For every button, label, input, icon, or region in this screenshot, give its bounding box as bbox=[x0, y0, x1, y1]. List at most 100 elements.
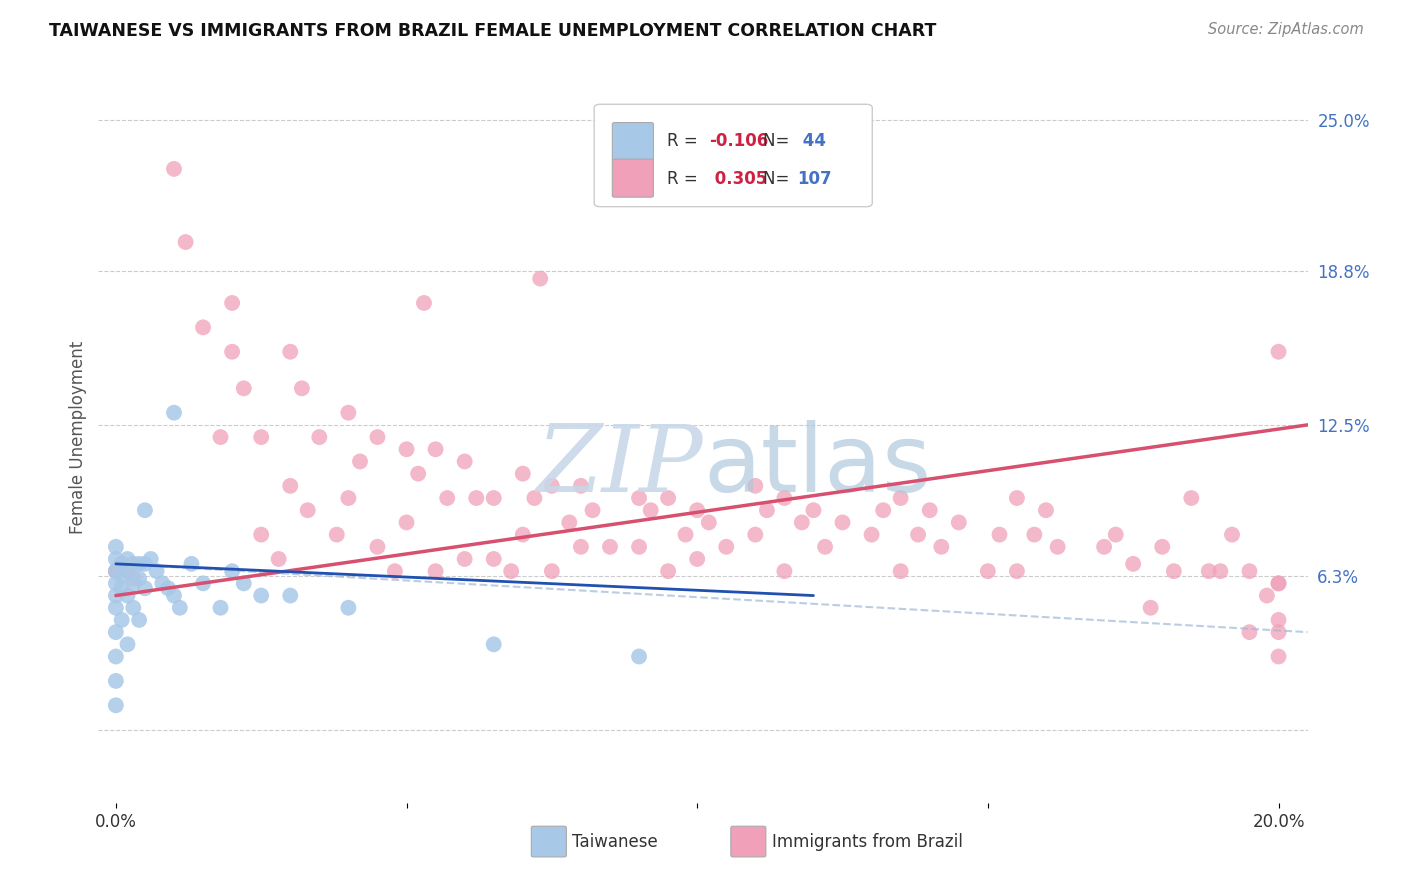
Point bbox=[1005, 491, 1028, 505]
Point bbox=[628, 649, 651, 664]
Point bbox=[931, 540, 953, 554]
FancyBboxPatch shape bbox=[613, 159, 654, 197]
Point bbox=[529, 271, 551, 285]
Point bbox=[453, 454, 475, 468]
Point bbox=[180, 557, 202, 571]
Point bbox=[744, 479, 766, 493]
Point bbox=[1005, 564, 1028, 578]
Point bbox=[569, 479, 592, 493]
Point bbox=[163, 406, 186, 420]
Point bbox=[675, 527, 697, 541]
Point bbox=[139, 552, 162, 566]
Point bbox=[436, 491, 458, 505]
Point bbox=[1139, 600, 1161, 615]
Point bbox=[1267, 649, 1289, 664]
Point bbox=[169, 600, 191, 615]
Point bbox=[523, 491, 546, 505]
Point bbox=[145, 564, 167, 578]
Point bbox=[366, 430, 388, 444]
Point bbox=[1267, 576, 1289, 591]
Point bbox=[395, 442, 418, 457]
Point bbox=[337, 491, 360, 505]
Point bbox=[1239, 625, 1261, 640]
Point bbox=[907, 527, 929, 541]
Text: 44: 44 bbox=[797, 132, 827, 150]
Point bbox=[540, 479, 562, 493]
Point bbox=[773, 564, 796, 578]
Point bbox=[413, 296, 436, 310]
Point bbox=[278, 589, 301, 603]
Point bbox=[104, 564, 127, 578]
Point bbox=[174, 235, 197, 249]
Text: Immigrants from Brazil: Immigrants from Brazil bbox=[772, 832, 963, 851]
Point bbox=[790, 516, 813, 530]
Point bbox=[918, 503, 941, 517]
Point bbox=[558, 516, 581, 530]
Point bbox=[104, 564, 127, 578]
Point bbox=[744, 527, 766, 541]
Point bbox=[349, 454, 371, 468]
Point bbox=[157, 581, 180, 595]
Point bbox=[1198, 564, 1220, 578]
Point bbox=[697, 516, 720, 530]
Point bbox=[1035, 503, 1057, 517]
Point bbox=[104, 673, 127, 688]
Point bbox=[628, 540, 651, 554]
FancyBboxPatch shape bbox=[595, 104, 872, 207]
Point bbox=[425, 442, 447, 457]
Point bbox=[1267, 613, 1289, 627]
Point bbox=[117, 589, 139, 603]
Point bbox=[755, 503, 778, 517]
Y-axis label: Female Unemployment: Female Unemployment bbox=[69, 341, 87, 533]
Point bbox=[232, 381, 254, 395]
Point bbox=[128, 557, 150, 571]
Point bbox=[599, 540, 621, 554]
Point bbox=[117, 564, 139, 578]
Point bbox=[686, 552, 709, 566]
Point bbox=[191, 320, 214, 334]
Point bbox=[134, 503, 156, 517]
Point bbox=[250, 589, 273, 603]
Point bbox=[104, 589, 127, 603]
Point bbox=[1163, 564, 1185, 578]
Text: ZIP: ZIP bbox=[536, 421, 703, 511]
Point bbox=[117, 552, 139, 566]
Point bbox=[1267, 576, 1289, 591]
Point bbox=[482, 637, 505, 651]
Point bbox=[291, 381, 314, 395]
Point bbox=[988, 527, 1011, 541]
Point bbox=[831, 516, 853, 530]
Point bbox=[1209, 564, 1232, 578]
Point bbox=[890, 564, 912, 578]
Point bbox=[581, 503, 603, 517]
Point bbox=[628, 491, 651, 505]
Point bbox=[395, 516, 418, 530]
Point bbox=[366, 540, 388, 554]
Point bbox=[482, 491, 505, 505]
Text: TAIWANESE VS IMMIGRANTS FROM BRAZIL FEMALE UNEMPLOYMENT CORRELATION CHART: TAIWANESE VS IMMIGRANTS FROM BRAZIL FEMA… bbox=[49, 22, 936, 40]
Point bbox=[150, 576, 173, 591]
Point bbox=[221, 344, 243, 359]
Point bbox=[232, 576, 254, 591]
Point bbox=[686, 503, 709, 517]
Point bbox=[111, 569, 134, 583]
Point bbox=[1024, 527, 1046, 541]
Point bbox=[250, 430, 273, 444]
Text: Taiwanese: Taiwanese bbox=[572, 832, 658, 851]
Point bbox=[134, 557, 156, 571]
Point bbox=[134, 581, 156, 595]
Point bbox=[384, 564, 406, 578]
Point bbox=[657, 491, 679, 505]
Point bbox=[465, 491, 488, 505]
Point bbox=[1256, 589, 1278, 603]
Point bbox=[425, 564, 447, 578]
Point bbox=[111, 581, 134, 595]
Point bbox=[716, 540, 738, 554]
Point bbox=[297, 503, 319, 517]
FancyBboxPatch shape bbox=[531, 826, 567, 857]
Text: atlas: atlas bbox=[703, 420, 931, 512]
Point bbox=[1220, 527, 1243, 541]
Point bbox=[337, 600, 360, 615]
Point bbox=[104, 552, 127, 566]
Point bbox=[326, 527, 349, 541]
